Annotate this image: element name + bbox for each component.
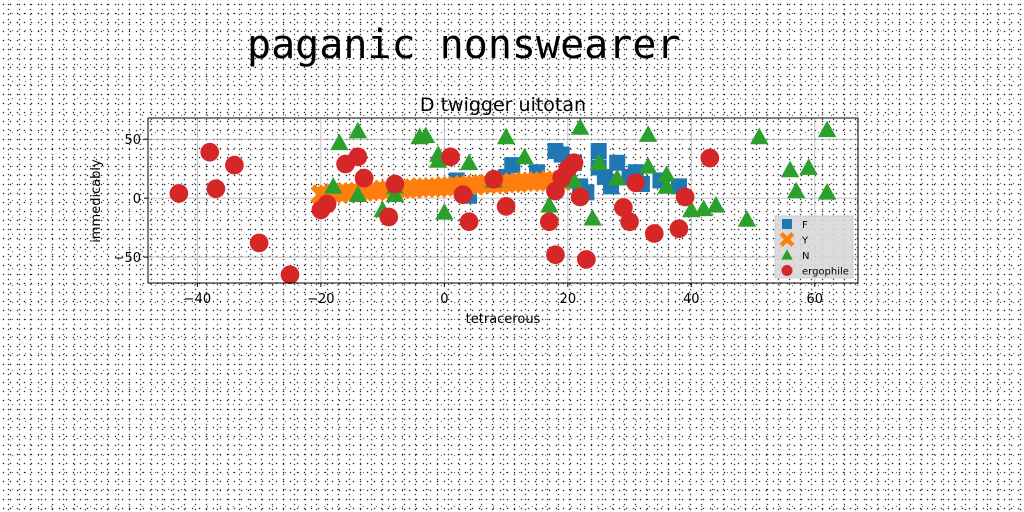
- x-tick-label: −40: [184, 292, 211, 307]
- data-point-F: [504, 157, 521, 174]
- data-point-ergophile: [539, 212, 559, 232]
- data-point-ergophile: [614, 198, 633, 217]
- data-point-N: [459, 153, 479, 171]
- data-point-N: [817, 120, 837, 138]
- data-point-ergophile: [280, 265, 300, 285]
- data-point-N: [583, 208, 602, 226]
- data-point-N: [799, 158, 818, 175]
- x-axis-label: tetracerous: [466, 312, 541, 327]
- data-point-N: [324, 177, 343, 194]
- legend-label: F: [802, 220, 808, 231]
- data-point-ergophile: [496, 197, 516, 216]
- data-point-ergophile: [484, 169, 504, 189]
- data-point-N: [737, 210, 757, 227]
- data-point-N: [330, 133, 349, 151]
- data-point-N: [589, 153, 608, 171]
- legend-label: Y: [801, 236, 809, 247]
- data-point-N: [515, 147, 534, 165]
- y-axis-label: immedicably: [89, 159, 104, 243]
- data-point-ergophile: [459, 212, 479, 232]
- data-point-N: [435, 203, 454, 220]
- data-point-ergophile: [441, 147, 460, 167]
- y-tick-label: −50: [114, 251, 141, 266]
- x-tick-label: 40: [683, 292, 700, 307]
- data-point-ergophile: [700, 148, 720, 168]
- data-point-N: [638, 157, 658, 174]
- x-tick-label: −20: [307, 292, 334, 307]
- data-point-N: [570, 118, 590, 135]
- y-tick-label: 50: [124, 133, 141, 148]
- data-point-ergophile: [249, 233, 269, 253]
- data-point-N: [817, 183, 837, 200]
- data-point-N: [348, 121, 368, 139]
- data-point-ergophile: [669, 219, 689, 239]
- data-point-N: [682, 200, 701, 218]
- data-point-N: [780, 160, 800, 178]
- y-tick-label: 0: [133, 192, 141, 207]
- data-points: [169, 118, 837, 285]
- legend-marker-Y: [779, 232, 795, 247]
- data-point-ergophile: [564, 153, 584, 173]
- data-point-N: [540, 196, 559, 213]
- legend-marker-F: [782, 219, 792, 229]
- data-point-ergophile: [546, 245, 565, 265]
- axis-ticks: −40 −20 0 20 40 60 −50 0 50: [114, 133, 823, 307]
- data-point-ergophile: [644, 224, 664, 243]
- data-point-ergophile: [317, 194, 337, 214]
- data-point-ergophile: [200, 142, 220, 162]
- data-point-N: [348, 185, 368, 202]
- data-point-N: [564, 171, 584, 188]
- data-point-ergophile: [576, 250, 596, 269]
- data-point-ergophile: [379, 207, 399, 227]
- data-point-ergophile: [354, 168, 374, 188]
- data-point-F: [609, 154, 626, 171]
- legend-marker-ergophile: [781, 265, 793, 276]
- data-point-N: [638, 125, 658, 142]
- page-title: paganic nonswearer: [247, 22, 681, 68]
- data-point-ergophile: [675, 187, 695, 207]
- chart-title: D twigger uitotan: [420, 94, 586, 116]
- data-point-ergophile: [348, 147, 368, 167]
- legend-label: N: [802, 251, 809, 262]
- data-point-N: [706, 196, 726, 213]
- legend-marker-N: [781, 249, 793, 260]
- data-point-N: [750, 127, 769, 145]
- data-point-ergophile: [570, 187, 590, 207]
- data-point-ergophile: [453, 185, 473, 204]
- x-tick-label: 60: [807, 292, 824, 307]
- x-tick-label: 0: [440, 292, 448, 307]
- data-point-F: [590, 143, 607, 159]
- data-point-ergophile: [169, 184, 189, 203]
- data-point-N: [608, 168, 627, 186]
- data-point-N: [657, 177, 676, 194]
- data-point-N: [657, 165, 676, 182]
- x-tick-label: 20: [560, 292, 577, 307]
- data-point-ergophile: [620, 212, 639, 232]
- data-point-F: [553, 146, 570, 163]
- plot-area-frame: [147, 117, 859, 284]
- legend-label: ergophile: [802, 267, 849, 278]
- data-point-ergophile: [206, 179, 226, 199]
- data-point-N: [416, 126, 436, 144]
- data-point-ergophile: [626, 173, 646, 193]
- data-point-N: [787, 181, 806, 199]
- data-point-N: [496, 127, 516, 145]
- data-point-ergophile: [385, 174, 405, 194]
- data-point-ergophile: [225, 155, 244, 175]
